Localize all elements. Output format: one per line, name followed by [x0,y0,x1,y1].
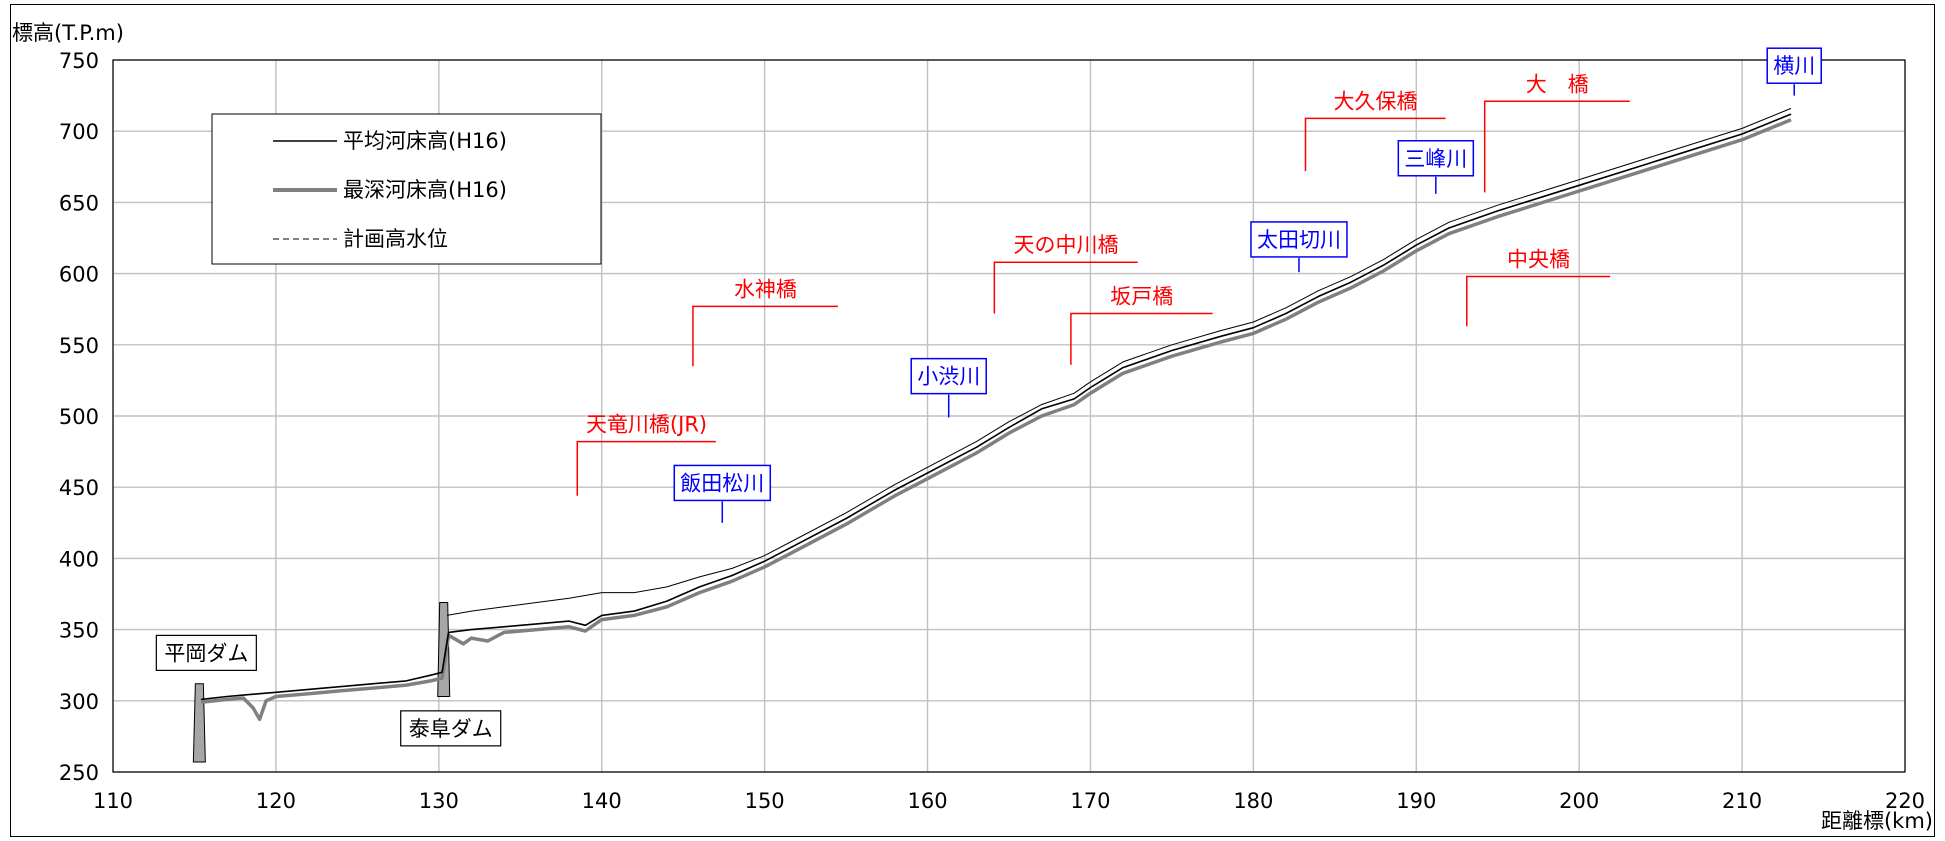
legend-label-mean-bed: 平均河床高(H16) [343,129,507,153]
legend: 平均河床高(H16) 最深河床高(H16) 計画高水位 [211,113,602,265]
tributary-label: 横川 [1766,47,1822,84]
y-tick-label: 500 [59,405,99,429]
bridge-label: 中央橋 [1507,247,1570,271]
tributary-label-box [1397,140,1475,177]
dam-label: 平岡ダム [155,634,257,671]
x-tick-label: 180 [1233,789,1273,813]
x-tick-label: 130 [419,789,459,813]
x-tick-label: 110 [93,789,133,813]
x-tick-label: 140 [582,789,622,813]
x-tick-label: 210 [1722,789,1762,813]
dam-marker [192,683,206,763]
dam-label-text: 泰阜ダム [409,717,493,741]
x-axis-label: 距離標(km) [1821,809,1933,833]
y-tick-label: 650 [59,191,99,215]
tributary-label-box [673,464,772,502]
legend-label-planned-flood-level: 計画高水位 [343,227,448,251]
x-tick-label: 160 [907,789,947,813]
bridge-marker [1483,100,1630,193]
tributary-label-text: 小渋川 [917,365,980,389]
bridge-label: 大 橋 [1526,72,1589,96]
x-tick-label: 220 [1885,789,1925,813]
tributary-label-box [910,357,987,395]
series-planned-flood-level-line [446,107,1792,616]
dam-label-text: 平岡ダム [164,641,248,665]
y-tick-label: 400 [59,547,99,571]
bridge-marker [692,305,838,367]
tributary-label-text: 三峰川 [1404,147,1467,171]
chart-frame [10,4,1935,837]
tributary-label-text: 飯田松川 [680,471,764,495]
x-tick-label: 200 [1559,789,1599,813]
bridge-label: 天竜川橋(JR) [586,413,707,437]
series-deepest-bed-line [200,118,1792,722]
tributary-label-text: 太田切川 [1257,228,1341,252]
bridge-marker [1070,312,1213,365]
x-tick-label: 120 [256,789,296,813]
series-mean-bed-line [200,113,1792,701]
dam-label: 泰阜ダム [400,710,502,747]
legend-label-deepest-bed: 最深河床高(H16) [343,178,507,202]
bridge-label: 坂戸橋 [1110,284,1173,308]
y-tick-label: 750 [59,49,99,73]
y-tick-label: 350 [59,619,99,643]
tributary-label-box [1250,221,1348,258]
y-tick-label: 550 [59,334,99,358]
x-tick-label: 150 [745,789,785,813]
dam-label-box [400,710,502,747]
tributary-label: 飯田松川 [673,464,772,502]
tributary-label-box [1766,47,1822,84]
plot-border [112,59,1906,773]
bridge-marker [1466,275,1611,327]
tributary-label: 小渋川 [910,357,987,395]
tributary-label: 三峰川 [1397,140,1475,177]
y-tick-label: 300 [59,690,99,714]
x-tick-label: 190 [1396,789,1436,813]
y-tick-label: 450 [59,476,99,500]
y-axis-label: 標高(T.P.m) [12,21,124,45]
tributary-label: 太田切川 [1250,221,1348,258]
tributary-label-text: 横川 [1773,54,1815,78]
bridge-label: 水神橋 [734,277,797,301]
bridge-marker [576,440,716,496]
y-tick-label: 600 [59,263,99,287]
y-tick-label: 250 [59,761,99,785]
bridge-label: 大久保橋 [1334,89,1418,113]
bridge-label: 天の中川橋 [1014,233,1119,257]
bridge-marker [993,261,1138,314]
dam-label-box [155,634,257,671]
bridge-marker [1304,117,1446,172]
x-tick-label: 170 [1070,789,1110,813]
y-tick-label: 700 [59,120,99,144]
